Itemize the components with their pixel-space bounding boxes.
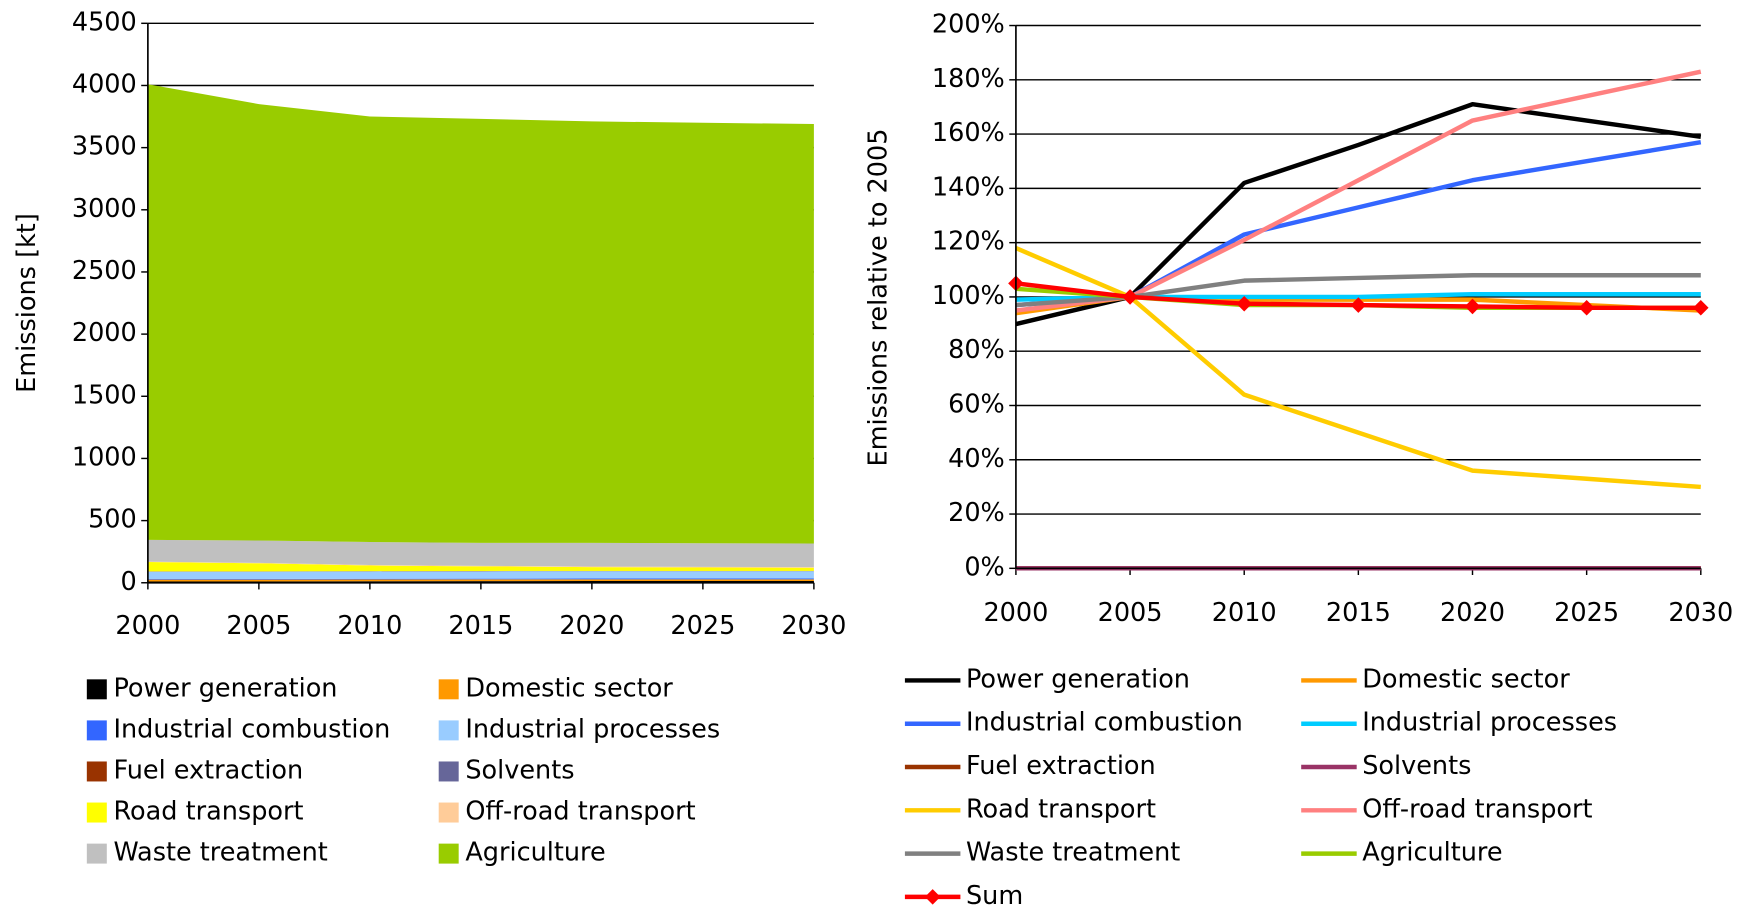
- marker: [1578, 300, 1595, 316]
- y-tick-label: 80%: [948, 335, 1005, 365]
- x-tick-label: 2030: [1668, 598, 1733, 628]
- legend-label: Power generation: [113, 673, 337, 703]
- y-tick-label: 2000: [72, 318, 137, 348]
- y-axis-label: Emissions [kt]: [12, 213, 42, 393]
- area: [147, 571, 814, 580]
- legend-swatch: [438, 720, 459, 741]
- legend-label: Agriculture: [1362, 838, 1502, 868]
- marker: [1350, 297, 1367, 313]
- x-tick-label: 2005: [1098, 598, 1163, 628]
- y-tick-label: 140%: [932, 172, 1005, 202]
- y-tick-label: 100%: [932, 281, 1005, 311]
- legend-label: Domestic sector: [1362, 664, 1570, 694]
- x-tick-label: 2030: [781, 611, 846, 641]
- y-tick-label: 200%: [932, 10, 1005, 40]
- y-tick-label: 2500: [72, 256, 137, 286]
- marker: [1122, 289, 1138, 305]
- x-tick-label: 2020: [1440, 598, 1505, 628]
- legend-label: Industrial combustion: [966, 708, 1243, 738]
- legend-swatch: [86, 720, 107, 741]
- marker: [1236, 295, 1252, 312]
- legend-label: Waste treatment: [113, 838, 327, 868]
- legend-swatch: [86, 843, 107, 864]
- y-tick-label: 160%: [932, 118, 1005, 148]
- x-tick-label: 2000: [115, 611, 180, 641]
- legend-label: Fuel extraction: [113, 755, 303, 785]
- x-tick-label: 2025: [670, 611, 735, 641]
- legend-label: Solvents: [1362, 751, 1471, 781]
- y-tick-label: 180%: [932, 64, 1005, 94]
- x-tick-label: 2015: [448, 611, 513, 641]
- x-tick-label: 2010: [1212, 598, 1277, 628]
- legend-swatch: [86, 802, 107, 823]
- legend-label: Fuel extraction: [966, 751, 1156, 781]
- legend-label: Domestic sector: [465, 673, 673, 703]
- legend-label: Road transport: [966, 794, 1156, 824]
- y-axis-label: Emissions relative to 2005: [863, 129, 893, 467]
- y-tick-label: 1000: [72, 442, 137, 472]
- legend-marker: [924, 889, 941, 905]
- area: [147, 578, 814, 580]
- area: [147, 84, 814, 544]
- area: [147, 539, 814, 568]
- y-tick-label: 3000: [72, 194, 137, 224]
- legend-label: Off-road transport: [1362, 794, 1592, 824]
- marker: [1693, 300, 1709, 316]
- x-tick-label: 2015: [1326, 598, 1391, 628]
- legend-swatch: [438, 761, 459, 782]
- x-tick-label: 2020: [559, 611, 624, 641]
- legend-label: Power generation: [966, 664, 1190, 694]
- y-tick-label: 0: [121, 567, 137, 597]
- area: [147, 562, 814, 572]
- y-tick-label: 4500: [72, 7, 137, 37]
- legend-label: Industrial processes: [1362, 708, 1617, 738]
- legend-label: Solvents: [465, 755, 574, 785]
- legend-label: Industrial processes: [465, 714, 720, 744]
- y-tick-label: 500: [88, 505, 137, 535]
- legend-label: Waste treatment: [966, 838, 1180, 868]
- line: [1015, 140, 1702, 308]
- area: [147, 579, 814, 582]
- y-tick-label: 0%: [964, 552, 1004, 582]
- legend-label: Road transport: [113, 797, 303, 827]
- y-tick-label: 120%: [932, 227, 1005, 257]
- y-tick-label: 40%: [948, 444, 1005, 474]
- x-tick-label: 2010: [337, 611, 402, 641]
- area: [147, 570, 814, 572]
- y-tick-label: 4000: [72, 69, 137, 99]
- line: [1015, 246, 1701, 490]
- y-tick-label: 3500: [72, 132, 137, 162]
- legend-swatch: [86, 761, 107, 782]
- legend-label: Industrial combustion: [113, 714, 390, 744]
- legend-label: Off-road transport: [465, 797, 695, 827]
- legend-swatch: [438, 843, 459, 864]
- legend-swatch: [438, 802, 459, 823]
- y-tick-label: 20%: [948, 498, 1005, 528]
- x-tick-label: 2005: [226, 611, 291, 641]
- legend-swatch: [86, 679, 107, 700]
- y-tick-label: 60%: [948, 389, 1005, 419]
- x-tick-label: 2025: [1554, 598, 1619, 628]
- x-tick-label: 2000: [983, 598, 1048, 628]
- area: [147, 561, 814, 568]
- y-tick-label: 1500: [72, 380, 137, 410]
- legend-label: Agriculture: [465, 838, 605, 868]
- legend-label: Sum: [966, 881, 1023, 908]
- legend-swatch: [438, 679, 459, 700]
